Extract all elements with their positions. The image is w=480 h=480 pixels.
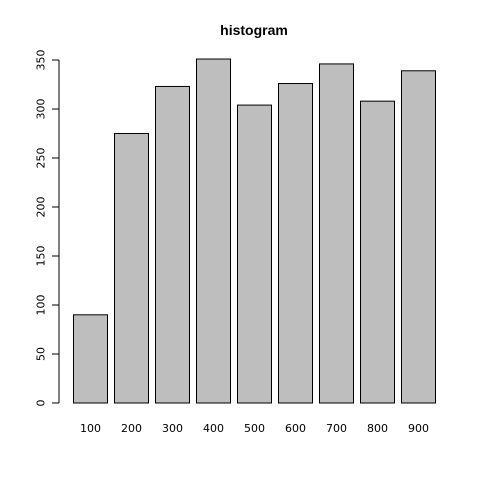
x-tick-label: 400 [203, 422, 224, 435]
y-tick-label: 200 [35, 197, 48, 218]
bar-300 [155, 85, 190, 404]
bar-900 [401, 70, 436, 404]
bar-800 [360, 100, 395, 404]
x-tick-label: 700 [326, 422, 347, 435]
y-tick-label: 50 [35, 347, 48, 361]
x-tick-label: 600 [285, 422, 306, 435]
x-tick-label: 100 [80, 422, 101, 435]
x-tick-label: 300 [162, 422, 183, 435]
bar-700 [319, 63, 354, 404]
y-tick-label: 300 [35, 99, 48, 120]
x-axis-labels: 100 200 300 400 500 600 700 800 900 [80, 422, 429, 435]
y-tick-label: 0 [35, 400, 48, 407]
bar-200 [114, 133, 149, 404]
x-tick-label: 900 [408, 422, 429, 435]
bar-500 [237, 104, 272, 404]
bars [73, 58, 436, 404]
y-tick-label: 100 [35, 295, 48, 316]
y-tick-label: 350 [35, 50, 48, 71]
x-tick-label: 800 [367, 422, 388, 435]
y-axis: 0 50 100 150 200 250 300 350 [35, 50, 60, 407]
chart-title: histogram [220, 22, 288, 38]
bar-400 [196, 58, 231, 404]
bar-600 [278, 83, 313, 404]
bar-100 [73, 314, 108, 404]
y-tick-label: 250 [35, 148, 48, 169]
x-tick-label: 200 [121, 422, 142, 435]
y-tick-label: 150 [35, 246, 48, 267]
x-tick-label: 500 [244, 422, 265, 435]
